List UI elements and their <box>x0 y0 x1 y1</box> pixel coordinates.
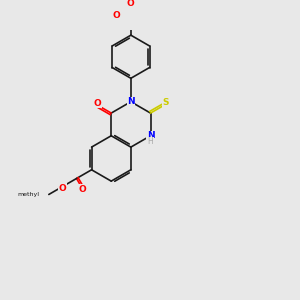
Text: O: O <box>127 0 135 8</box>
Text: S: S <box>162 98 169 107</box>
Text: N: N <box>147 131 154 140</box>
Text: H: H <box>148 137 153 146</box>
Text: O: O <box>59 184 67 193</box>
Text: methyl: methyl <box>17 192 40 197</box>
Text: O: O <box>78 185 86 194</box>
Text: O: O <box>94 99 101 108</box>
Text: N: N <box>127 97 135 106</box>
Text: O: O <box>112 11 120 20</box>
